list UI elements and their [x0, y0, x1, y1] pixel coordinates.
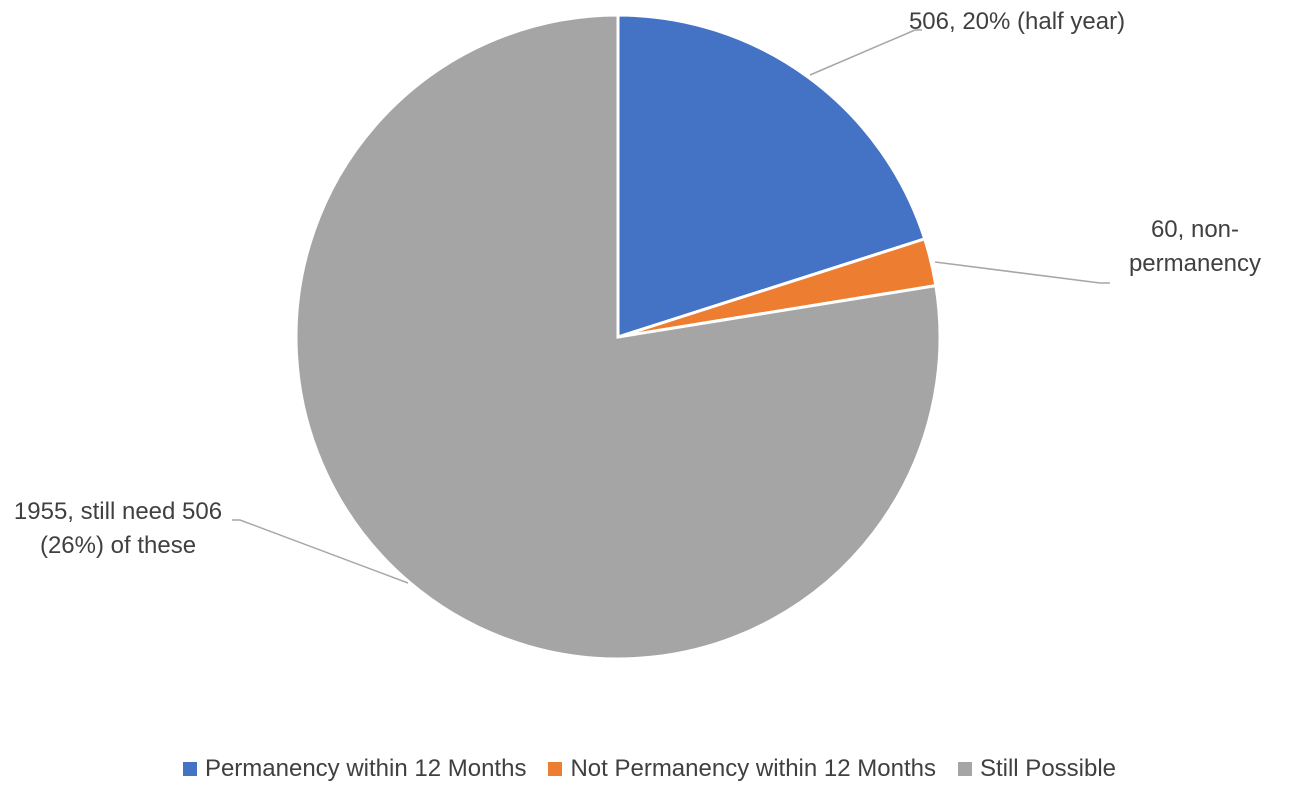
legend-label: Not Permanency within 12 Months: [570, 755, 936, 782]
legend-swatch: [182, 762, 197, 776]
data-label: 506, 20% (half year): [908, 8, 1126, 35]
legend-item: Not Permanency within 12 Months: [548, 752, 936, 786]
data-label: 60, non-permanency: [1128, 216, 1262, 277]
legend-item: Permanency within 12 Months: [182, 752, 527, 786]
legend: Permanency within 12 Months Not Permanenc…: [0, 752, 1299, 786]
pie-slice: [616, 13, 927, 340]
pie-slice: [294, 13, 942, 661]
leader-line: [232, 519, 409, 584]
legend-swatch: [957, 762, 972, 776]
legend-label: Still Possible: [979, 755, 1117, 782]
leader-line: [809, 29, 922, 76]
leader-line: [934, 261, 1110, 284]
legend-label: Permanency within 12 Months: [204, 755, 527, 782]
pie: [294, 13, 942, 661]
data-label: 1955, still need 506 (26%) of these: [13, 498, 223, 559]
legend-swatch: [548, 762, 563, 776]
legend-item: Still Possible: [957, 752, 1117, 786]
